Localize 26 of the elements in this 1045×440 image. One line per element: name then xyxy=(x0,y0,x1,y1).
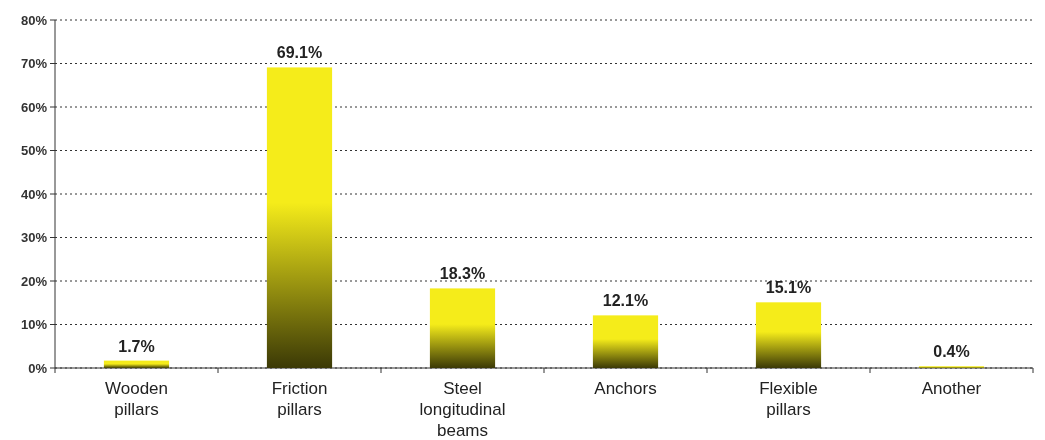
bar xyxy=(266,67,333,368)
y-tick-label: 30% xyxy=(20,230,48,246)
bar xyxy=(429,288,496,368)
x-tick-label: Flexible pillars xyxy=(759,379,818,419)
bar xyxy=(755,302,822,368)
x-tick-label: Steel longitudinal beams xyxy=(419,379,506,440)
y-tick-label: 20% xyxy=(20,273,48,289)
y-tick-label: 80% xyxy=(20,12,48,28)
x-tick-label: Another xyxy=(921,379,982,398)
y-tick-label: 50% xyxy=(20,143,48,159)
bar xyxy=(103,360,170,368)
data-label: 69.1% xyxy=(276,44,323,62)
data-label: 18.3% xyxy=(439,265,486,283)
bar xyxy=(592,315,659,368)
data-label: 15.1% xyxy=(765,279,812,297)
data-label: 12.1% xyxy=(602,292,649,310)
x-tick-label: Wooden pillars xyxy=(104,379,169,419)
y-tick-label: 0% xyxy=(28,360,48,376)
y-tick-label: 40% xyxy=(20,186,48,202)
x-tick-label: Friction pillars xyxy=(271,379,328,419)
y-tick-label: 70% xyxy=(20,56,48,72)
y-tick-label: 60% xyxy=(20,99,48,115)
y-tick-label: 10% xyxy=(20,317,48,333)
data-label: 1.7% xyxy=(118,337,155,355)
data-label: 0.4% xyxy=(933,343,970,361)
x-tick-label: Anchors xyxy=(594,379,657,398)
